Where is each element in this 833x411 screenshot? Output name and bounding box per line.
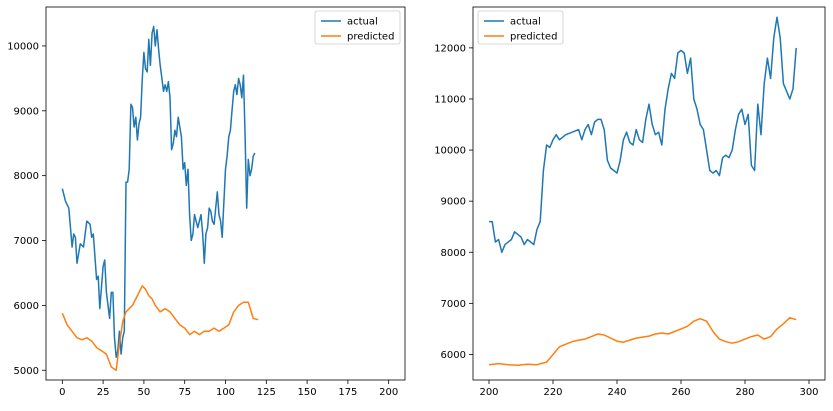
x-tick-label: 200 (379, 387, 398, 398)
y-tick-label: 8000 (14, 171, 39, 182)
y-tick-label: 6000 (14, 301, 39, 312)
legend-label-predicted: predicted (510, 32, 557, 43)
legend-label-actual: actual (510, 17, 541, 28)
x-tick-label: 50 (138, 387, 151, 398)
legend: actual predicted (314, 10, 401, 45)
x-tick-label: 220 (543, 387, 562, 398)
x-tick-label: 25 (97, 387, 110, 398)
x-tick-label: 240 (607, 387, 626, 398)
series-line-predicted (488, 316, 797, 366)
legend-label-predicted: predicted (347, 32, 394, 43)
series-line-actual (489, 16, 797, 254)
right-chart: 200 220 240 260 280 300 6000 7000 8000 9000 10000 1… (434, 6, 826, 398)
y-tick-label: 6000 (441, 350, 466, 361)
y-tick-label: 12000 (434, 43, 466, 54)
y-tick-label: 9000 (441, 197, 466, 208)
x-tick-label: 0 (59, 387, 65, 398)
x-tick-label: 175 (338, 387, 357, 398)
series-line-actual (61, 25, 256, 359)
x-tick-label: 125 (257, 387, 276, 398)
x-tick-label: 75 (178, 387, 191, 398)
y-tick-label: 7000 (441, 299, 466, 310)
legend-label-actual: actual (347, 17, 378, 28)
y-tick-label: 10000 (434, 146, 466, 157)
legend: actual predicted (477, 10, 564, 45)
series-line-predicted (61, 285, 259, 372)
y-tick-label: 10000 (7, 41, 39, 52)
y-tick-label: 9000 (14, 106, 39, 117)
x-tick-label: 300 (799, 387, 818, 398)
x-tick-label: 150 (298, 387, 317, 398)
y-tick-label: 7000 (14, 236, 39, 247)
y-tick-label: 5000 (14, 366, 39, 377)
x-tick-label: 100 (216, 387, 235, 398)
x-tick-label: 260 (671, 387, 690, 398)
plot-frame (472, 6, 826, 381)
x-tick-label: 200 (479, 387, 498, 398)
y-tick-label: 11000 (434, 94, 466, 105)
x-tick-label: 280 (735, 387, 754, 398)
left-chart: 0 25 50 75 100 125 150 175 200 5000 6000 7000 8000 90… (7, 6, 406, 398)
y-tick-label: 8000 (441, 248, 466, 259)
